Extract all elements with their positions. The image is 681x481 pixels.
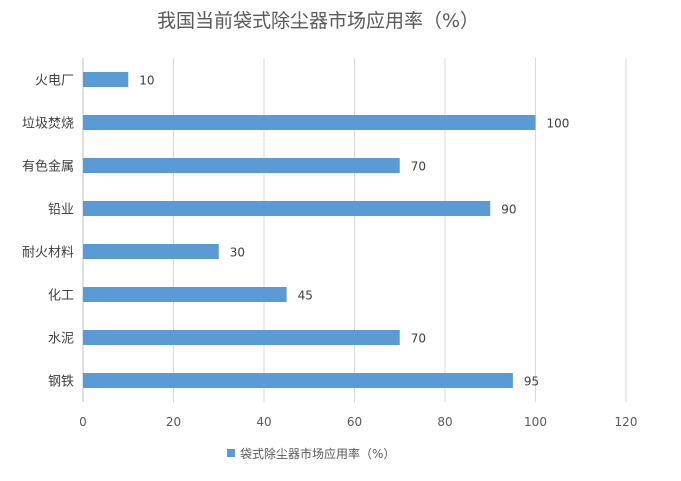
data-label: 30: [230, 246, 245, 260]
data-labels: 10 100 70 90 30 45 70 95: [139, 74, 569, 389]
data-label: 100: [547, 117, 570, 131]
legend-swatch: [227, 449, 235, 457]
x-tick-label: 100: [524, 415, 547, 429]
legend-label: 袋式除尘器市场应用率（%）: [240, 446, 395, 461]
data-label: 70: [411, 332, 426, 346]
bar: [83, 201, 491, 216]
legend: 袋式除尘器市场应用率（%）: [227, 446, 395, 461]
x-tick-label: 60: [347, 415, 362, 429]
x-tick-label: 20: [166, 415, 181, 429]
x-tick-label: 40: [256, 415, 271, 429]
category-label: 水泥: [48, 332, 74, 347]
category-label: 铅业: [48, 203, 74, 218]
category-label: 耐火材料: [22, 246, 74, 261]
data-label: 10: [139, 74, 154, 88]
data-label: 90: [501, 203, 516, 217]
x-tick-label: 80: [437, 415, 452, 429]
data-label: 45: [298, 289, 313, 303]
data-label: 95: [524, 375, 539, 389]
bar: [83, 158, 400, 173]
category-label: 有色金属: [22, 159, 74, 175]
data-label: 70: [411, 160, 426, 174]
bars: [83, 72, 536, 388]
gridlines: [82, 58, 627, 402]
x-tick-label: 0: [79, 415, 87, 429]
category-label: 钢铁: [48, 375, 74, 390]
bar: [83, 115, 536, 130]
bar: [83, 330, 400, 345]
bar: [83, 72, 129, 87]
bar: [83, 244, 219, 259]
chart-title: 我国当前袋式除尘器市场应用率（%）: [157, 10, 479, 32]
bar: [83, 287, 287, 302]
x-tick-label: 120: [615, 415, 638, 429]
x-tick-labels: 0 20 40 60 80 100 120: [79, 415, 637, 429]
category-label: 垃圾焚烧: [22, 117, 74, 132]
category-label: 火电厂: [35, 74, 74, 89]
bar: [83, 373, 513, 388]
category-label: 化工: [48, 289, 74, 304]
